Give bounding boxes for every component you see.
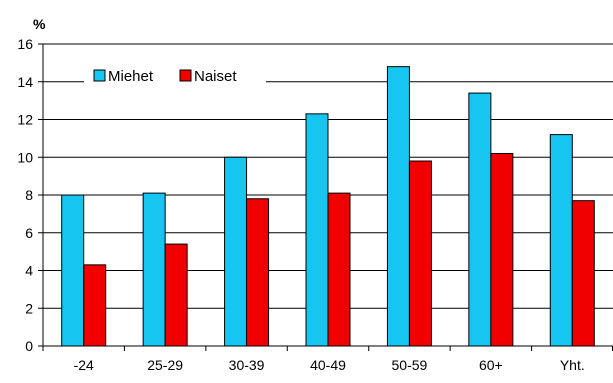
y-tick-label: 0	[25, 338, 33, 354]
bar-naiset-3039	[246, 198, 270, 347]
bar-naiset-yht	[571, 200, 595, 347]
bar-naiset-5059	[408, 160, 432, 347]
legend-swatch-naiset	[179, 69, 192, 82]
y-tick-label: 10	[17, 149, 33, 165]
axes	[38, 43, 613, 351]
y-tick-label: 14	[17, 74, 33, 90]
y-tick-label: 6	[25, 225, 33, 241]
legend-label-miehet: Miehet	[108, 68, 154, 85]
x-tick-label: Yht.	[560, 357, 585, 373]
y-axis-unit-label: %	[33, 16, 46, 32]
x-tick-label: 40-49	[310, 357, 346, 373]
legend: Miehet Naiset	[84, 66, 266, 86]
x-tick-labels: -24 25-29 30-39 40-49 50-59 60+ Yht.	[74, 357, 585, 373]
bar-naiset-24	[83, 264, 107, 347]
bars	[61, 66, 595, 347]
y-tick-label: 16	[17, 36, 33, 52]
y-tick-labels: 0 2 4 6 8 10 12 14 16	[17, 36, 33, 354]
legend-background	[84, 66, 266, 86]
x-tick-label: -24	[74, 357, 94, 373]
bar-miehet-3039	[224, 156, 248, 347]
bar-miehet-5059	[386, 66, 410, 347]
legend-label-naiset: Naiset	[194, 68, 237, 85]
bar-miehet-2529	[142, 192, 166, 347]
y-tick-label: 12	[17, 112, 33, 128]
bar-miehet-60	[468, 92, 492, 347]
x-tick-label: 60+	[479, 357, 503, 373]
bar-miehet-4049	[305, 113, 329, 347]
y-tick-label: 4	[25, 263, 33, 279]
bar-naiset-4049	[327, 192, 351, 347]
bar-miehet-24	[61, 194, 85, 347]
x-tick-label: 30-39	[229, 357, 265, 373]
y-tick-label: 2	[25, 300, 33, 316]
bar-naiset-2529	[164, 243, 188, 347]
bar-naiset-60	[490, 152, 514, 347]
x-tick-label: 50-59	[392, 357, 428, 373]
bar-miehet-yht	[549, 134, 573, 347]
y-tick-label: 8	[25, 187, 33, 203]
x-tick-label: 25-29	[147, 357, 183, 373]
legend-swatch-miehet	[93, 69, 106, 82]
